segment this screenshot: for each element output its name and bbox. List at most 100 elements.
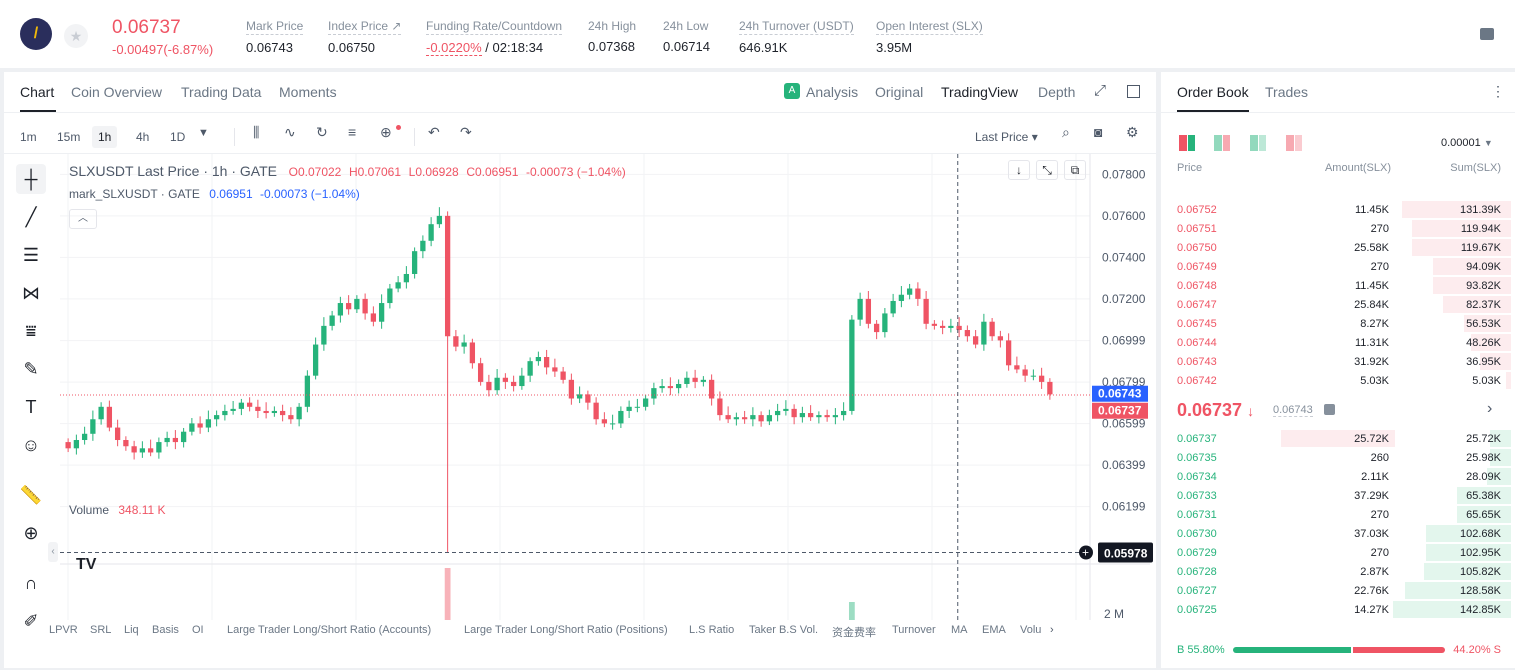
ask-row[interactable]: 0.06750 25.58K 119.67K [1161, 238, 1515, 257]
notes-icon[interactable] [1480, 28, 1494, 40]
tab-moments[interactable]: Moments [279, 84, 337, 100]
view-asks-icon[interactable] [1214, 135, 1230, 151]
timeframe-1d[interactable]: 1D [170, 130, 186, 144]
tab-trades[interactable]: Trades [1265, 84, 1309, 100]
collapse-legend-button[interactable]: ︿ [69, 209, 97, 229]
bid-row[interactable]: 0.06734 2.11K 28.09K [1161, 467, 1515, 486]
tab-chart[interactable]: Chart [20, 84, 55, 100]
tab-depth[interactable]: Depth [1038, 84, 1076, 100]
indicator-tab-ma[interactable]: MA [951, 624, 968, 636]
timeframe-1m[interactable]: 1m [20, 130, 37, 144]
add-indicator-icon[interactable]: ⊕ [380, 124, 392, 140]
indicator-tab-taker-vol[interactable]: Taker B.S Vol. [749, 624, 819, 636]
ask-row[interactable]: 0.06749 270 94.09K [1161, 257, 1515, 276]
bid-row[interactable]: 0.06737 25.72K 25.72K [1161, 429, 1515, 448]
depth-bar [1443, 296, 1511, 313]
timeframe-dropdown-icon[interactable]: ▼ [198, 127, 209, 139]
tab-order-book[interactable]: Order Book [1177, 84, 1249, 100]
redo-icon[interactable]: ↷ [460, 124, 472, 140]
magnet-tool-icon[interactable]: ∩ [24, 572, 38, 593]
bid-row[interactable]: 0.06730 37.03K 102.68K [1161, 524, 1515, 543]
fullscreen-icon[interactable] [1127, 85, 1140, 98]
settings-list-icon[interactable]: ≡ [348, 124, 357, 140]
view-bids-icon[interactable] [1250, 135, 1266, 151]
stat-open-interest: Open Interest (SLX) 3.95M [876, 19, 983, 55]
ask-row[interactable]: 0.06743 31.92K 36.95K [1161, 352, 1515, 371]
precision-select[interactable]: 0.00001 ▼ [1441, 137, 1493, 149]
camera-icon[interactable]: ◙ [1094, 124, 1103, 140]
expand-icon[interactable]: ⤢ [1094, 82, 1107, 99]
candle-body [238, 402, 245, 409]
depth-bar [1405, 582, 1511, 599]
indicator-tab-oi[interactable]: OI [192, 624, 204, 636]
bid-row[interactable]: 0.06729 270 102.95K [1161, 543, 1515, 562]
ask-row[interactable]: 0.06747 25.84K 82.37K [1161, 295, 1515, 314]
timeframe-1h[interactable]: 1h [92, 126, 118, 148]
collapse-pane-button[interactable]: ⤡ [1036, 160, 1058, 180]
indicator-tab-basis[interactable]: Basis [152, 624, 179, 636]
timeframe-4h[interactable]: 4h [136, 130, 150, 144]
bid-row[interactable]: 0.06733 37.29K 65.38K [1161, 486, 1515, 505]
ask-row[interactable]: 0.06751 270 119.94K [1161, 219, 1515, 238]
indicator-tab-funding[interactable]: 资金费率 [832, 627, 876, 639]
bid-row[interactable]: 0.06727 22.76K 128.58K [1161, 581, 1515, 600]
scroll-right-icon[interactable]: › [1050, 624, 1054, 636]
tab-original[interactable]: Original [875, 84, 924, 100]
indicator-tab-turnover[interactable]: Turnover [892, 624, 936, 636]
collapse-toolbar-icon[interactable]: ‹ [48, 542, 58, 562]
gear-icon[interactable]: ⚙ [1126, 124, 1139, 140]
price-chart[interactable]: 0.07800 0.07600 0.07400 0.07200 0.06999 0.067… [60, 154, 1156, 620]
tab-trading-data[interactable]: Trading Data [181, 84, 262, 100]
indicator-tab-ema[interactable]: EMA [982, 624, 1006, 636]
tab-analysis[interactable]: Analysis [806, 84, 859, 100]
search-icon[interactable]: ⌕ [1062, 124, 1070, 140]
candle-body [279, 410, 286, 416]
candle-type-icon[interactable]: ⫼ [253, 124, 260, 140]
indicator-tab-srl[interactable]: SRL [90, 624, 112, 636]
tab-tradingview[interactable]: TradingView [941, 84, 1019, 100]
ask-row[interactable]: 0.06748 11.45K 93.82K [1161, 276, 1515, 295]
zoom-tool-icon[interactable]: ⊕ [23, 522, 39, 543]
indicator-tab-lpvr[interactable]: LPVR [49, 624, 78, 636]
indicator-tab-liq[interactable]: Liq [124, 624, 139, 636]
indicator-tab-volume[interactable]: Volu [1020, 624, 1042, 636]
more-options-icon[interactable]: ⋮ [1491, 83, 1505, 99]
stat-index-price[interactable]: Index Price ↗ 0.06750 [328, 19, 402, 55]
price-source-select[interactable]: Last Price ▾ [975, 130, 1038, 144]
indicators-icon[interactable]: ∿ [284, 124, 296, 140]
fib-tool-icon[interactable]: ⩸ [25, 320, 37, 341]
ask-row[interactable]: 0.06742 5.03K 5.03K [1161, 371, 1515, 390]
maximize-pane-button[interactable]: ⧉ [1064, 160, 1086, 180]
bid-row[interactable]: 0.06725 14.27K 142.85K [1161, 600, 1515, 619]
order-sum: 65.65K [1466, 509, 1501, 521]
indicator-tab-large-trader-positions[interactable]: Large Trader Long/Short Ratio (Positions… [464, 624, 668, 636]
ask-row[interactable]: 0.06752 11.45K 131.39K [1161, 200, 1515, 219]
pattern-tool-icon[interactable]: ⋈ [22, 282, 40, 303]
bid-row[interactable]: 0.06731 270 65.65K [1161, 505, 1515, 524]
emoji-tool-icon[interactable]: ☺ [21, 434, 41, 455]
horizontal-lines-tool-icon[interactable]: ☰ [22, 244, 40, 265]
last-price: 0.06737 [112, 17, 181, 38]
undo-icon[interactable]: ↶ [428, 124, 440, 140]
text-tool-icon[interactable]: T [25, 396, 37, 417]
ask-row[interactable]: 0.06744 11.31K 48.26K [1161, 333, 1515, 352]
chevron-right-icon[interactable]: › [1487, 400, 1493, 417]
stat-funding-rate[interactable]: Funding Rate/Countdown -0.0220% / 02:18:3… [426, 19, 563, 56]
crosshair-tool-icon[interactable]: ┼ [16, 164, 46, 194]
indicator-tab-ls-ratio[interactable]: L.S Ratio [689, 624, 735, 636]
bid-row[interactable]: 0.06735 260 25.98K [1161, 448, 1515, 467]
view-both-icon[interactable] [1179, 135, 1195, 151]
ask-row[interactable]: 0.06745 8.27K 56.53K [1161, 314, 1515, 333]
favorite-star-icon[interactable]: ★ [64, 24, 88, 48]
ruler-tool-icon[interactable]: 📏 [19, 484, 43, 505]
scroll-down-button[interactable]: ↓ [1008, 160, 1030, 180]
view-depth-icon[interactable] [1286, 135, 1302, 151]
lock-drawing-icon[interactable]: ✐ [23, 610, 39, 631]
bid-row[interactable]: 0.06728 2.87K 105.82K [1161, 562, 1515, 581]
tab-coin-overview[interactable]: Coin Overview [71, 84, 163, 100]
indicator-tab-large-trader-accounts[interactable]: Large Trader Long/Short Ratio (Accounts) [227, 624, 432, 636]
compare-icon[interactable]: ↻ [316, 124, 328, 140]
trendline-tool-icon[interactable]: ╱ [25, 206, 37, 227]
brush-tool-icon[interactable]: ✎ [23, 358, 39, 379]
timeframe-15m[interactable]: 15m [57, 130, 81, 144]
